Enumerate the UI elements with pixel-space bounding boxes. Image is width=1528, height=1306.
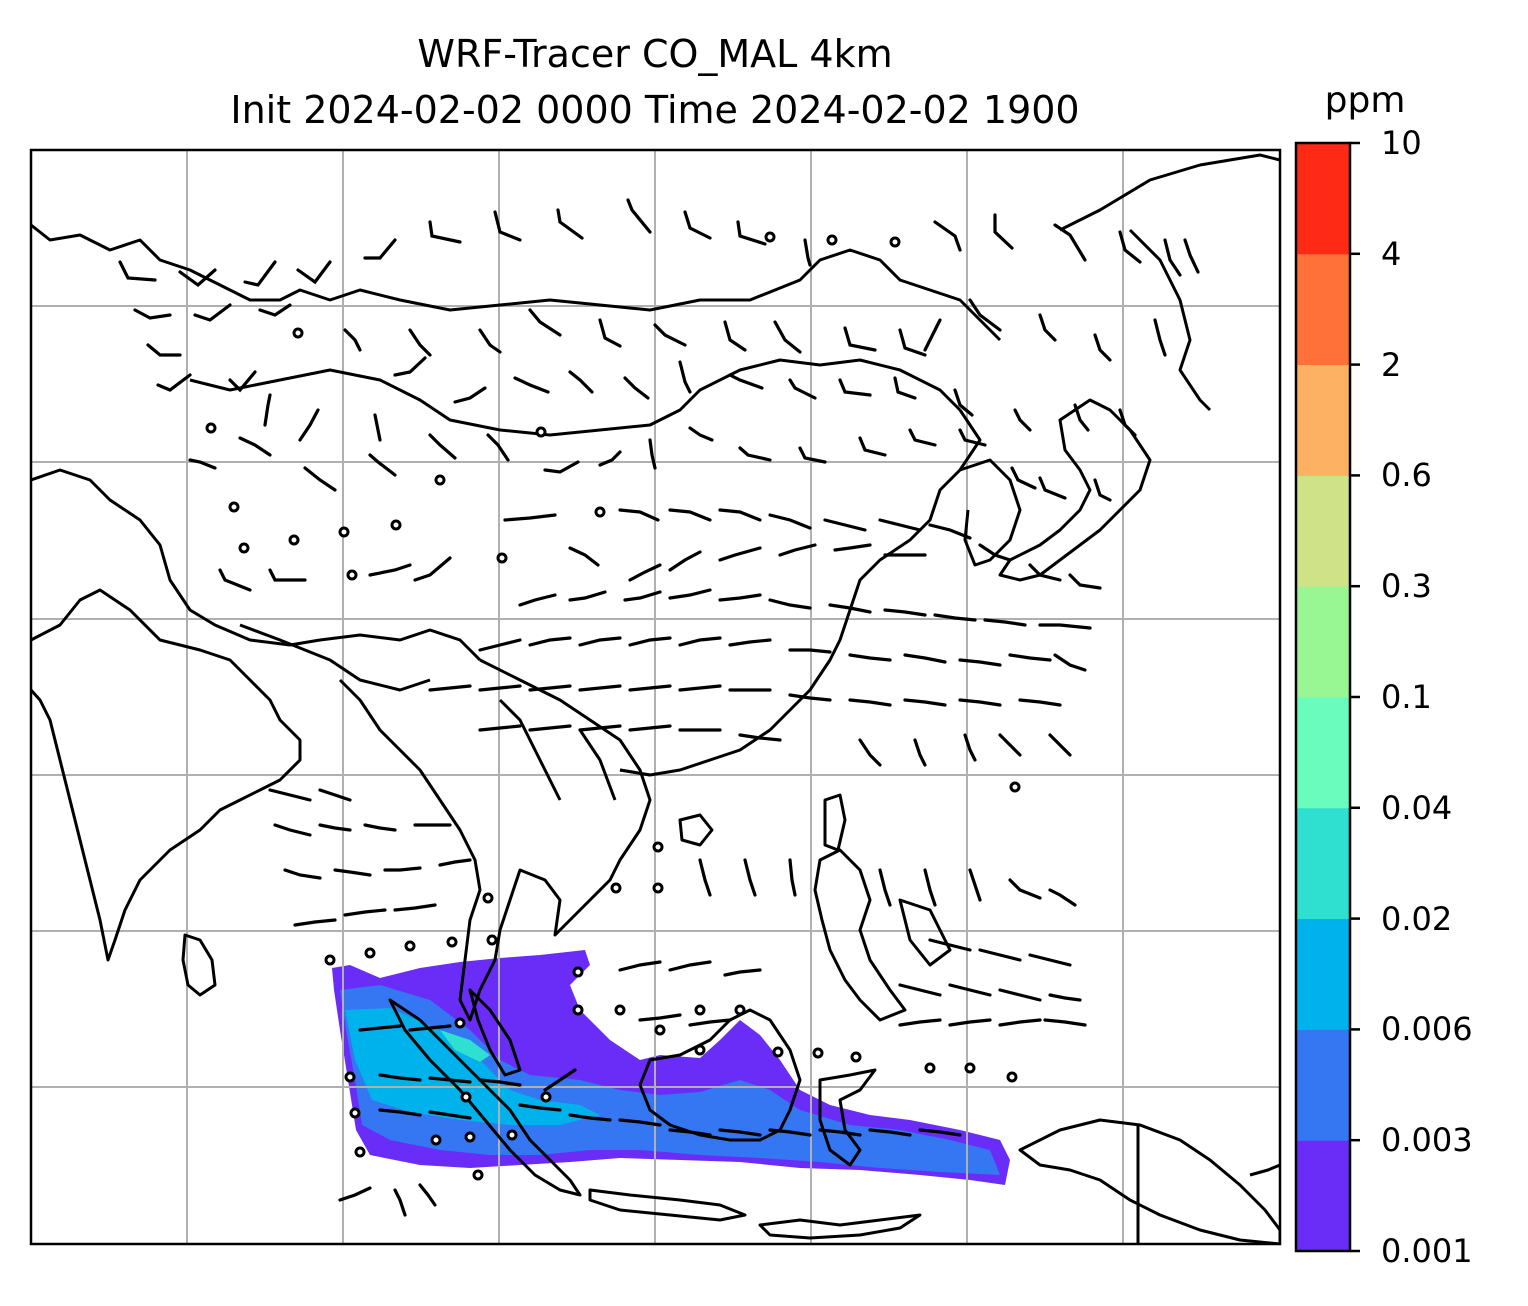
mongolia-border	[189, 358, 962, 437]
colorbar-tick-label: 0.1	[1381, 678, 1432, 716]
colorbar-tick-label: 0.04	[1381, 788, 1453, 827]
colorbar-tick-label: 2	[1381, 345, 1402, 384]
hainan	[678, 813, 714, 847]
china-west-border	[31, 223, 1002, 342]
plume-inner	[345, 1008, 600, 1125]
colorbar-tick-label: 0.02	[1381, 899, 1453, 938]
philippines	[813, 848, 952, 1022]
map-frame	[29, 148, 1282, 1246]
australia-tip	[1249, 1163, 1280, 1177]
wind-barbs	[118, 198, 1200, 1217]
colorbar-segment	[1296, 1140, 1350, 1252]
colorbar-tick-label: 0.3	[1381, 567, 1432, 606]
plume-mid	[340, 985, 1000, 1175]
colorbar-tick-label: 0.6	[1381, 456, 1432, 495]
colorbar-tick-label: 0.001	[1381, 1232, 1473, 1270]
colorbar-tick-label: 0.006	[1381, 1010, 1473, 1049]
colorbar-segment	[1296, 586, 1350, 698]
calm-wind-markers	[205, 231, 1021, 1181]
colorbar-tick-label: 10	[1381, 124, 1422, 162]
colorbar	[1294, 141, 1360, 1253]
plot-title-line1: WRF-Tracer CO_MAL 4km	[417, 32, 893, 76]
colorbar-tick-label: 4	[1381, 234, 1402, 273]
sulawesi	[818, 1068, 877, 1167]
china-east-coast	[619, 409, 982, 777]
colorbar-unit: ppm	[1324, 80, 1406, 121]
colorbar-tick-label: 0.003	[1381, 1121, 1473, 1160]
india-coast	[31, 588, 302, 962]
inner-borders	[239, 623, 651, 801]
indochina	[338, 658, 652, 1022]
korea	[959, 458, 1022, 567]
lesser-sunda	[758, 1213, 922, 1240]
new-guinea	[1018, 1118, 1280, 1244]
plot-title-line2: Init 2024-02-02 0000 Time 2024-02-02 190…	[230, 88, 1080, 132]
taiwan	[823, 793, 847, 852]
malaysia-peninsula	[468, 988, 522, 1077]
colorbar-segment	[1296, 918, 1350, 1030]
colorbar-segment	[1296, 475, 1350, 587]
sri-lanka	[181, 933, 217, 997]
coastlines-borders	[31, 153, 1280, 1244]
himalaya-border	[31, 468, 482, 662]
colorbar-segment	[1296, 807, 1350, 920]
colorbar-segment	[1296, 697, 1350, 809]
colorbar-segment	[1296, 253, 1350, 366]
co-tracer-plume	[332, 950, 1010, 1185]
colorbar-segment	[1296, 1029, 1350, 1141]
java	[588, 1188, 747, 1222]
colorbar-segment	[1296, 364, 1350, 476]
colorbar-segment	[1296, 143, 1350, 255]
borneo	[638, 1008, 802, 1142]
plume-core	[440, 1030, 490, 1062]
russia-coast	[1059, 153, 1280, 412]
